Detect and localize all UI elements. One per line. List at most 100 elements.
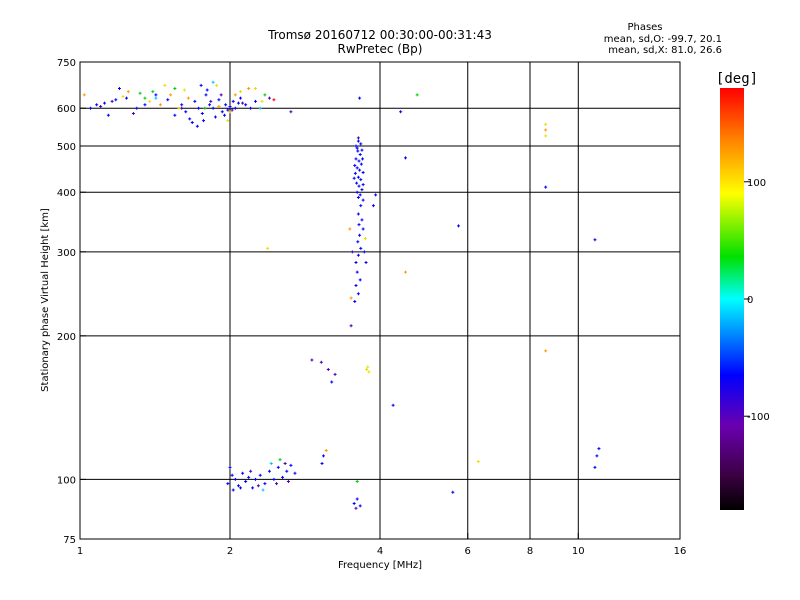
data-point [354,157,358,161]
chart-title: Tromsø 20160712 00:30:00-00:31:43 [267,28,492,42]
data-point [276,465,280,469]
y-tick-label: 400 [57,188,76,199]
data-point [263,482,267,486]
data-point [261,488,265,492]
data-point [233,106,237,110]
data-point [593,238,597,242]
data-point [362,250,366,254]
data-point [205,88,209,92]
data-point [352,502,356,506]
data-point [365,367,369,371]
data-point [349,324,353,328]
data-point [330,380,334,384]
data-point [193,99,197,103]
y-tick-label: 500 [57,142,76,153]
data-point [544,185,548,189]
data-point [226,119,230,123]
data-point [269,461,273,465]
data-point [184,110,188,114]
data-point [544,134,548,138]
y-tick-label: 300 [57,248,76,259]
data-point [154,96,158,100]
data-point [211,80,215,84]
grid-lines [80,62,680,539]
data-point [197,106,201,110]
data-point [241,101,245,105]
data-point [361,157,365,161]
data-point [357,184,361,188]
data-point [239,90,243,94]
data-point [121,94,125,98]
data-point [403,270,407,274]
data-point [358,233,362,237]
data-point [186,96,190,100]
data-point [360,148,364,152]
data-point [324,448,328,452]
data-point [399,110,403,114]
data-point [593,465,597,469]
data-point [182,88,186,92]
data-point [544,128,548,132]
data-point [367,370,371,374]
data-point [103,101,107,105]
data-point [275,482,279,486]
data-point [544,122,548,126]
data-point [180,103,184,107]
data-point [143,96,147,100]
data-point [361,198,365,202]
data-point [319,360,323,364]
data-point [190,121,194,125]
data-point [173,113,177,117]
data-point [195,124,199,128]
data-point [281,475,285,479]
data-point [267,96,271,100]
data-point [476,460,480,464]
data-point [353,171,357,175]
data-point [239,486,243,490]
data-point [366,365,370,369]
data-point [289,110,293,114]
data-point [114,98,118,102]
data-point [355,146,359,150]
data-point [358,278,362,282]
data-point [354,283,358,287]
data-point [217,98,221,102]
data-point [256,484,260,488]
data-point [241,471,245,475]
phases-info-x-mode: mean, sd,X: 81.0, 26.6 [608,45,722,56]
phase-colorbar [720,88,744,510]
data-point [595,454,599,458]
data-point [326,367,330,371]
y-tick-label: 100 [57,475,76,486]
data-point [247,475,251,479]
data-point [364,260,368,264]
data-point [244,479,248,483]
data-point [356,253,360,257]
data-point [251,486,255,490]
data-point [166,98,170,102]
data-point [173,86,177,90]
data-point [353,300,357,304]
colorbar-label: [deg] [716,71,758,87]
data-point [82,93,86,97]
data-point [359,204,363,208]
data-point [236,484,240,488]
x-tick-label: 4 [377,546,383,557]
colorbar-tick-label: 100 [747,178,766,189]
data-point [233,477,237,481]
data-point [356,149,360,153]
x-tick-label: 1 [77,546,83,557]
data-point [169,93,173,97]
data-point [208,103,212,107]
data-point [457,224,461,228]
data-point [200,111,204,115]
data-point [356,175,360,179]
data-point [249,469,253,473]
data-point [125,96,129,100]
data-point [95,103,99,107]
y-axis-label: Stationary phase Virtual Height [km] [40,208,51,392]
data-point [348,227,352,231]
data-point [231,99,235,103]
x-tick-label: 8 [527,546,533,557]
